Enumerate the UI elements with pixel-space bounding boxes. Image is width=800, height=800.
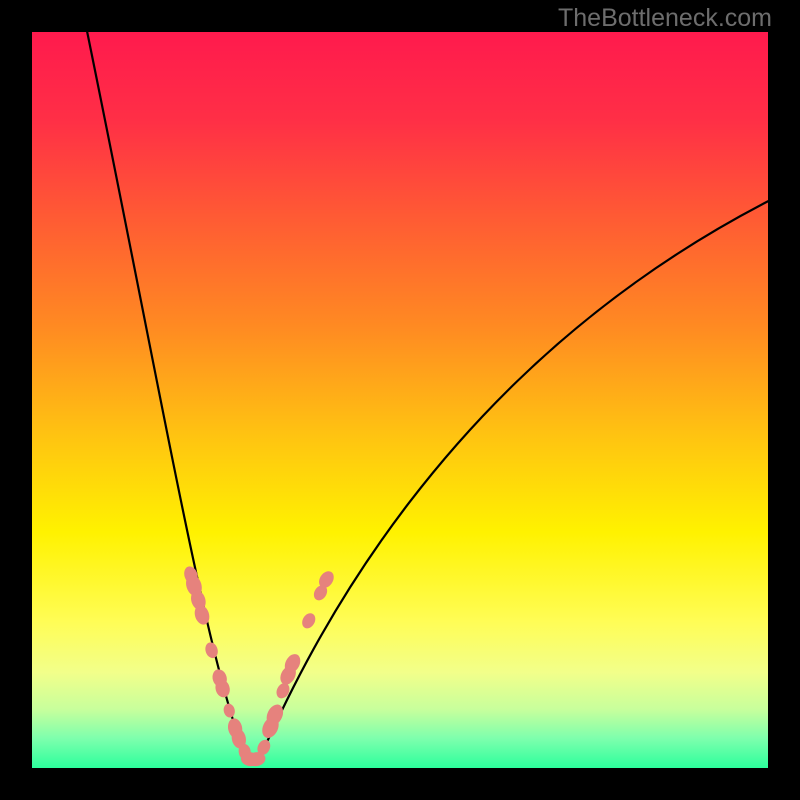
watermark-text: TheBottleneck.com (558, 4, 772, 33)
plot-frame (32, 32, 768, 768)
curve-marker (203, 641, 219, 660)
curve-marker (222, 702, 236, 718)
bottleneck-curve-layer (32, 32, 768, 768)
bottleneck-curve (87, 32, 768, 757)
curve-marker (300, 611, 318, 631)
